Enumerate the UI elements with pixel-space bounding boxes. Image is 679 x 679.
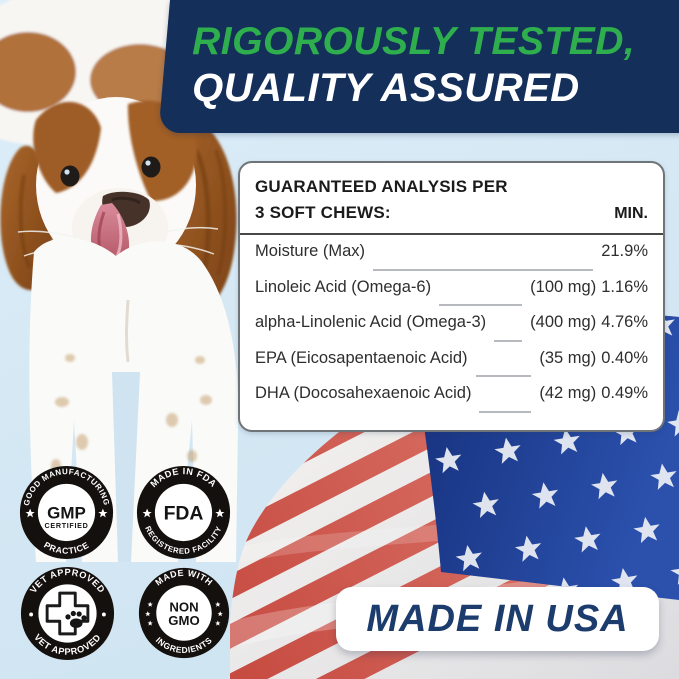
medical-cross-icon: [45, 591, 90, 636]
analysis-row: alpha-Linolenic Acid (Omega-3) (400 mg) …: [255, 313, 648, 349]
banner-line1: RIGOROUSLY TESTED,: [192, 20, 636, 63]
badge-center-text: NON: [169, 600, 198, 615]
card-divider: [240, 233, 663, 235]
row-value: 0.40%: [601, 348, 648, 367]
row-value: 21.9%: [601, 242, 648, 260]
badge-center-text: GMO: [168, 613, 199, 628]
fda-badge: MADE IN FDA REGISTERED FACILITY FDA: [136, 465, 231, 560]
leader-line: [373, 268, 594, 271]
analysis-title-line1: GUARANTEED ANALYSIS PER: [255, 177, 508, 196]
analysis-row: DHA (Docosahexaenoic Acid) (42 mg) 0.49%: [255, 384, 648, 420]
row-amount: (35 mg): [539, 348, 597, 367]
paw-icon: [65, 610, 87, 629]
row-value: 0.49%: [601, 384, 648, 403]
badge-center-text: GMP: [47, 503, 86, 522]
row-label: EPA (Eicosapentaenoic Acid): [255, 348, 468, 367]
gmp-badge: GOOD MANUFACTURING PRACTICE GMP CERTIFIE…: [19, 465, 114, 560]
row-label: Moisture (Max): [255, 242, 366, 260]
row-label: alpha-Linolenic Acid (Omega-3): [255, 313, 487, 332]
row-label: DHA (Docosahexaenoic Acid): [255, 384, 472, 403]
leader-line: [439, 303, 523, 307]
row-amount: (100 mg): [530, 277, 597, 296]
dot-icon: [101, 612, 106, 617]
row-value: 1.16%: [601, 277, 648, 296]
analysis-title-line2: 3 SOFT CHEWS:: [255, 203, 391, 222]
leader-line: [494, 339, 523, 342]
row-label: Linoleic Acid (Omega-6): [255, 277, 432, 296]
puppy-photo: [0, 0, 239, 562]
row-amount: (400 mg): [530, 313, 597, 332]
min-column-header: MIN.: [614, 205, 648, 222]
svg-text:PRACTICE: PRACTICE: [42, 540, 91, 556]
analysis-row: EPA (Eicosapentaenoic Acid) (35 mg) 0.40…: [255, 349, 648, 385]
non-gmo-badge: MADE WITH INGREDIENTS NON GMO: [138, 568, 230, 659]
row-value: 4.76%: [601, 313, 648, 332]
analysis-row: Linoleic Acid (Omega-6) (100 mg) 1.16%: [255, 278, 648, 314]
badge-center-subtext: CERTIFIED: [45, 522, 89, 530]
analysis-row: Moisture (Max) 21.9%: [255, 242, 648, 278]
made-in-usa-badge: MADE IN USA: [336, 587, 659, 651]
leader-line: [479, 410, 532, 413]
banner-line2: QUALITY ASSURED: [192, 66, 580, 110]
made-in-usa-label: MADE IN USA: [366, 597, 629, 640]
badge-center-text: FDA: [164, 502, 204, 524]
dot-icon: [29, 612, 34, 617]
badge-bottom-text: PRACTICE: [42, 540, 90, 556]
vet-approved-badge: VET APPROVED VET APPROVED: [20, 566, 115, 661]
guaranteed-analysis-card: GUARANTEED ANALYSIS PER 3 SOFT CHEWS: MI…: [238, 161, 665, 432]
leader-line: [475, 374, 532, 378]
row-amount: (42 mg): [539, 384, 597, 403]
header-banner: RIGOROUSLY TESTED, QUALITY ASSURED: [158, 0, 679, 133]
